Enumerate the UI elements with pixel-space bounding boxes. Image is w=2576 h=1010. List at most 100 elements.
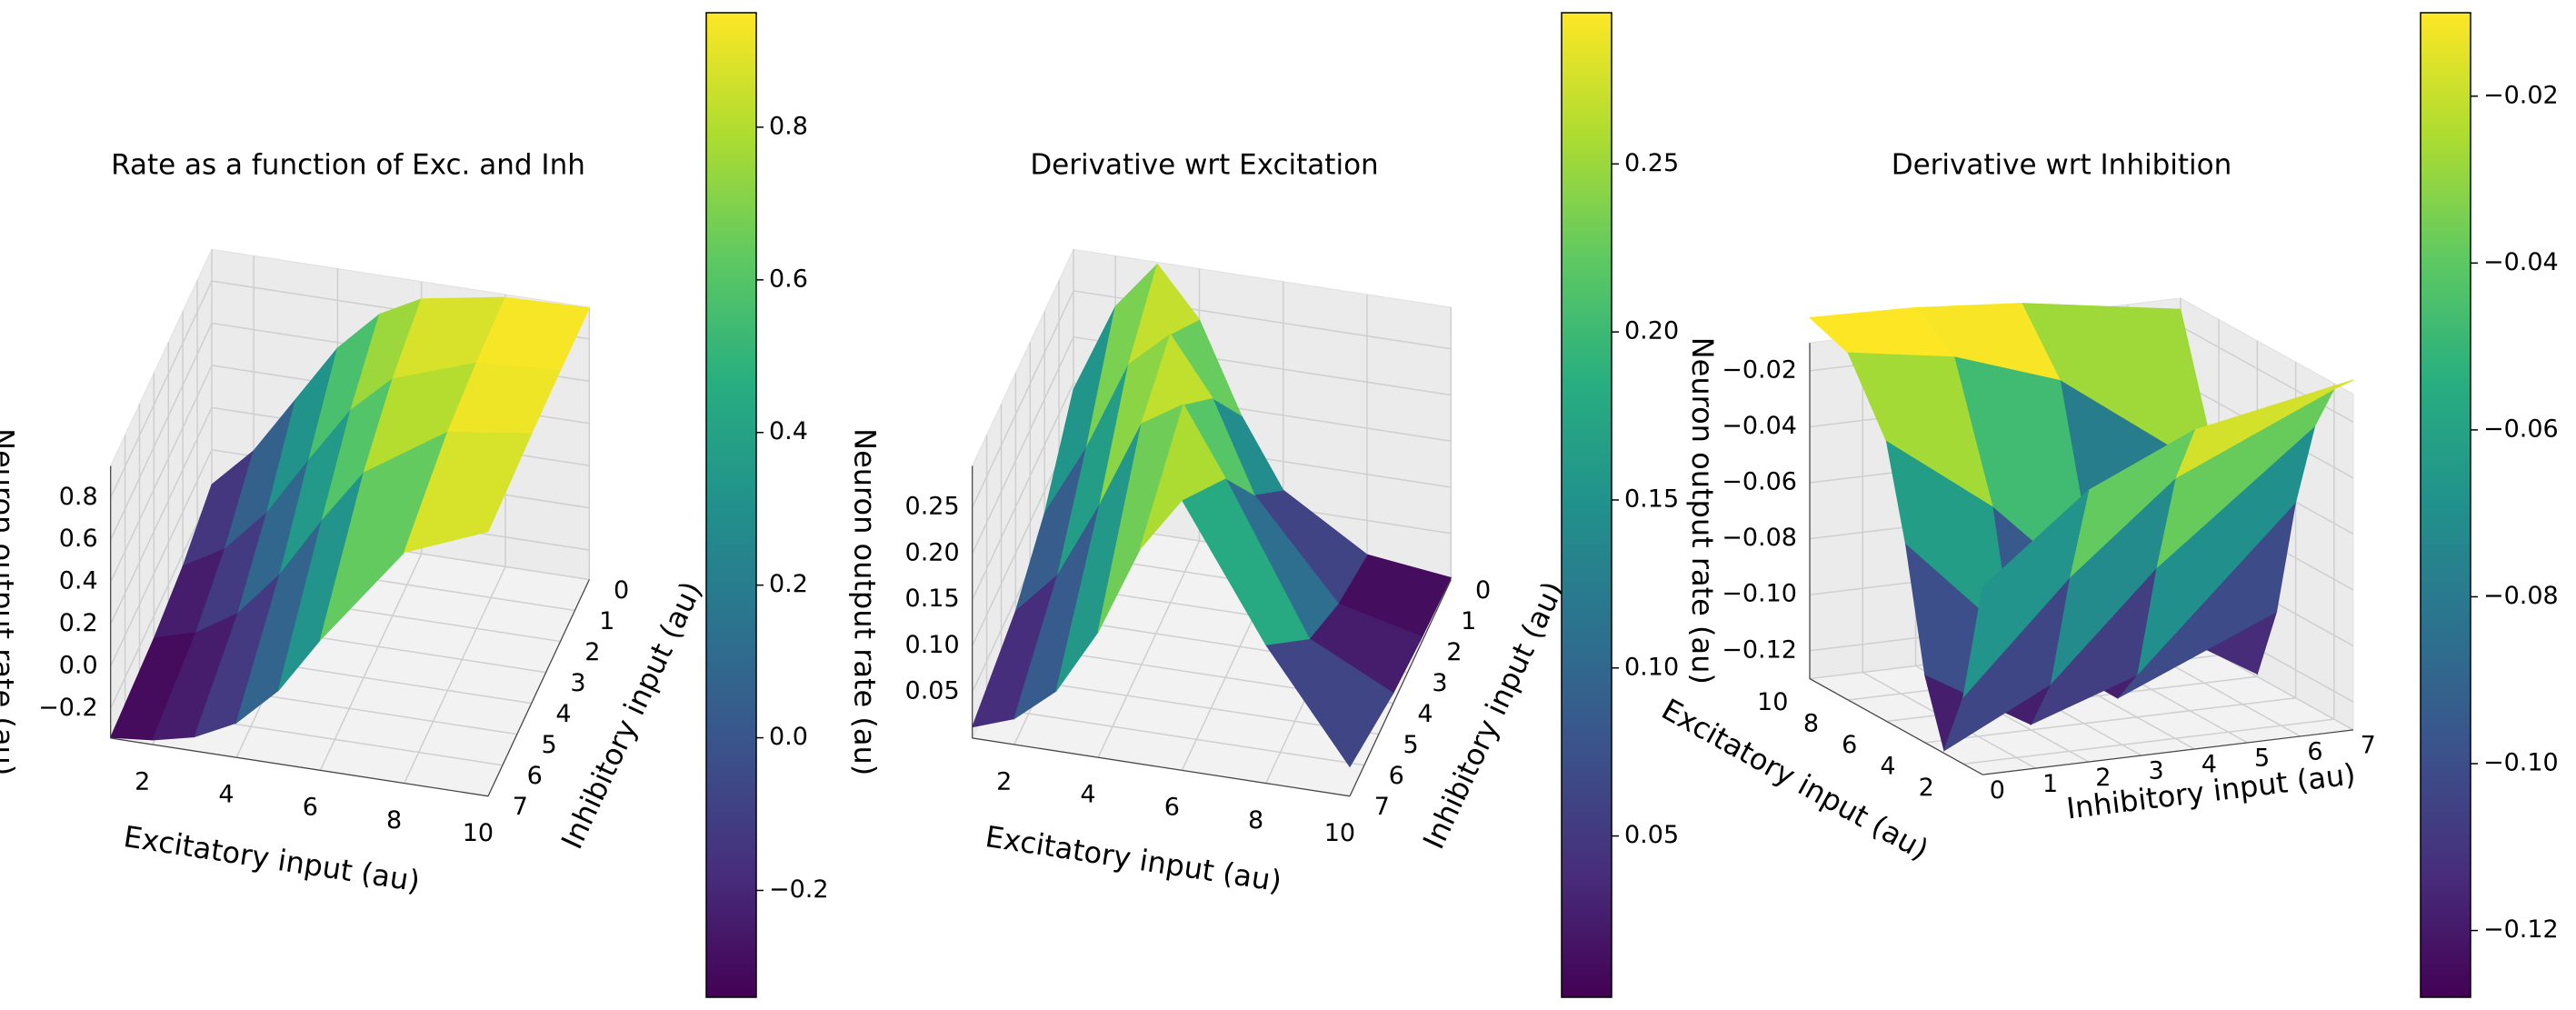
y-tick-label: 6: [2307, 738, 2322, 766]
axis-line: [972, 737, 1351, 797]
y-tick-label: 2: [584, 638, 600, 666]
z-axis-label: Neuron output rate (au): [0, 428, 21, 775]
y-tick-label: 7: [513, 793, 528, 821]
grid-line: [110, 323, 213, 541]
grid-line: [110, 491, 213, 709]
x-tick-label: 4: [1080, 780, 1095, 808]
x-tick-label: 10: [1324, 819, 1355, 847]
z-tick-label: −0.02: [1722, 355, 1797, 384]
grid-line: [110, 449, 213, 667]
colorbar-tick-label: −0.04: [2483, 248, 2559, 276]
y-tick-label: 7: [2361, 732, 2376, 760]
axis-line: [1982, 729, 2354, 775]
grid-line: [1924, 696, 2296, 744]
surface-patch: [1962, 488, 2090, 699]
z-tick-label: −0.2: [38, 694, 98, 722]
z-tick-label: 0.05: [905, 677, 960, 705]
x-tick-label: 6: [303, 794, 318, 822]
y-tick-label: 1: [1461, 607, 1476, 635]
colorbar-tick-label: −0.06: [2483, 415, 2559, 443]
colorbar: [1561, 12, 1612, 998]
grid-line: [986, 706, 1365, 766]
y-tick-label: 1: [2042, 770, 2058, 798]
x-tick-label: 10: [1757, 688, 1788, 716]
x-tick-label: 8: [1803, 710, 1819, 738]
z-tick-label: 0.20: [905, 538, 960, 566]
x-tick-label: 10: [463, 819, 494, 847]
grid-line: [110, 365, 213, 583]
panel: 2 4 6 8 10 01 2 3 4 5 6 7 0.05 0.10 0.15 0.20 0.25 Excita…: [848, 12, 1679, 998]
y-tick-label: 0: [1990, 776, 2005, 805]
grid-line: [972, 290, 1074, 508]
surface-patch: [1139, 403, 1226, 550]
y-tick-label: 6: [1389, 762, 1404, 790]
grid-line: [1097, 540, 1201, 758]
colorbar-tick-label: 0.8: [769, 112, 808, 140]
y-tick-label: 3: [1432, 669, 1447, 697]
y-tick-label: 2: [2095, 764, 2111, 792]
grid-line: [972, 383, 1074, 600]
x-tick-label: 6: [1842, 731, 1857, 759]
z-tick-label: −0.10: [1722, 580, 1797, 608]
grid-line: [972, 336, 1074, 555]
colorbar-tick-label: −0.2: [769, 875, 829, 904]
z-tick-label: 0.25: [905, 493, 960, 521]
grid-line: [404, 565, 506, 784]
z-tick-label: 0.6: [59, 525, 98, 553]
z-tick-label: 0.0: [59, 651, 98, 679]
grid-line: [1001, 675, 1379, 735]
y-tick-label: 5: [542, 731, 557, 759]
colorbar-tick-label: −0.10: [2483, 749, 2559, 777]
colorbar-tick-label: 0.05: [1624, 821, 1679, 849]
surface-patch: [403, 431, 533, 554]
chart-title: Derivative wrt Inhibition: [1892, 149, 2232, 182]
y-tick-label: 2: [1446, 638, 1462, 666]
y-tick-label: 6: [527, 762, 543, 790]
chart-title: Rate as a function of Exc. and Inh: [111, 149, 585, 182]
x-tick-label: 2: [996, 767, 1012, 795]
x-axis-label: Excitatory input (au): [983, 819, 1284, 899]
axis-line: [1349, 579, 1452, 796]
y-tick-label: 1: [599, 607, 614, 635]
y-tick-label: 0: [614, 576, 629, 605]
y-tick-label: 4: [1417, 700, 1433, 728]
x-axis-label: Excitatory input (au): [122, 819, 423, 899]
panel: 2 4 6 8 10 01 2 3 4 5 6 7 −0.2 0.0 0.2 0.4 0.6 0.8 Excitat…: [0, 12, 829, 998]
axis-line: [487, 579, 590, 796]
colorbar-tick-label: 0.25: [1624, 149, 1679, 177]
y-axis-label: Inhibitory input (au): [1416, 576, 1571, 855]
z-tick-label: −0.06: [1722, 468, 1797, 496]
colorbar: [2420, 12, 2471, 998]
colorbar-tick-label: 0.0: [769, 723, 808, 751]
colorbar-tick-label: 0.2: [769, 570, 808, 598]
colorbar-tick-label: 0.15: [1624, 485, 1679, 513]
colorbar-tick-label: 0.6: [769, 265, 808, 293]
grid-line: [319, 553, 423, 771]
colorbar-tick-label: 0.4: [769, 417, 808, 445]
colorbar-tick-label: −0.12: [2483, 915, 2559, 944]
z-axis-label: Neuron output rate (au): [1685, 337, 1720, 685]
x-tick-label: 2: [135, 767, 150, 795]
x-tick-label: 4: [218, 780, 234, 808]
y-tick-label: 3: [2149, 757, 2164, 785]
y-tick-label: 4: [2202, 751, 2217, 779]
colorbar-tick-label: −0.08: [2483, 582, 2559, 610]
z-tick-label: −0.08: [1722, 524, 1797, 552]
grid-line: [110, 407, 213, 625]
y-tick-label: 4: [555, 700, 571, 728]
z-tick-label: −0.12: [1722, 635, 1797, 664]
x-tick-label: 2: [1919, 774, 1934, 802]
z-tick-label: 0.4: [59, 567, 98, 595]
grid-line: [1962, 718, 2334, 765]
z-axis-label: Neuron output rate (au): [848, 428, 883, 775]
x-tick-label: 8: [386, 806, 402, 835]
y-axis-label: Inhibitory input (au): [554, 576, 709, 855]
chart-title: Derivative wrt Excitation: [1030, 149, 1378, 182]
y-tick-label: 5: [1403, 731, 1419, 759]
z-tick-label: −0.04: [1722, 412, 1797, 440]
z-tick-label: 0.2: [59, 609, 98, 637]
x-tick-label: 8: [1248, 806, 1263, 835]
